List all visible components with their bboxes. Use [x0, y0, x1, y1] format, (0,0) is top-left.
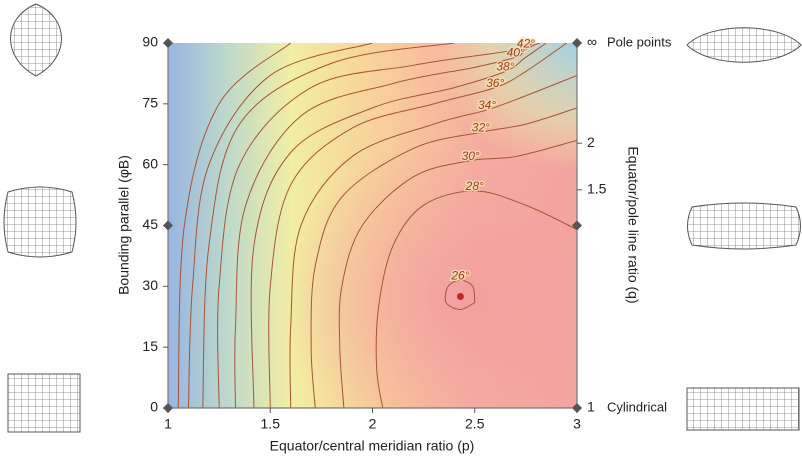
plot-area: 26° 28° 30° 32° 34° 36° 38°40°42° — [177, 35, 577, 408]
tick-diamond — [572, 220, 582, 231]
contour-line — [444, 279, 476, 310]
y2-tick-label: 1.5 — [587, 181, 607, 197]
y2-tick-label: 2 — [587, 134, 595, 150]
y2-tick-label: 1 — [587, 399, 595, 415]
x-tick-label: 3 — [573, 416, 581, 432]
x-tick-label: 1 — [164, 416, 172, 432]
x-tick-label: 2 — [369, 416, 377, 432]
annotation: Cylindrical — [607, 399, 667, 414]
projection-thumbnails — [3, 3, 802, 433]
x-tick-label: 1.5 — [261, 416, 281, 432]
contour-line — [187, 43, 373, 408]
contour-label: 36° — [486, 76, 504, 90]
contour-label: 40° — [507, 45, 525, 59]
heatmap — [168, 43, 577, 408]
contour-line — [268, 43, 568, 408]
tick-diamond — [163, 220, 173, 231]
contour-label: 26° — [450, 268, 469, 282]
y2-tick-label: ∞ — [587, 34, 597, 50]
minimum-point — [456, 292, 464, 300]
y-tick-label: 0 — [150, 399, 158, 415]
contours — [177, 43, 577, 408]
contour-line — [234, 43, 533, 408]
contour-line — [310, 107, 577, 408]
x-tick-label: 2.5 — [465, 416, 485, 432]
contour-line — [250, 43, 547, 408]
y2-axis-label: Equator/pole line ratio (q) — [625, 146, 641, 303]
y-tick-label: 75 — [142, 95, 158, 111]
y-tick-label: 45 — [142, 216, 158, 232]
y-tick-label: 15 — [142, 338, 158, 354]
contour-line — [338, 139, 577, 408]
contour-line — [202, 43, 455, 408]
annotation: Pole points — [607, 34, 672, 49]
contour-line — [177, 43, 292, 408]
contour-label: 32° — [472, 120, 490, 134]
contour-label: 28° — [465, 179, 484, 193]
contour-line — [375, 190, 577, 408]
contour-line — [289, 74, 577, 408]
contour-label: 30° — [462, 149, 480, 163]
y-tick-label: 60 — [142, 155, 158, 171]
x-axis-label: Equator/central meridian ratio (p) — [270, 438, 475, 454]
y-axis-label: Bounding parallel (φB) — [116, 155, 132, 295]
contour-label: 42° — [517, 36, 535, 50]
y-tick-label: 90 — [142, 34, 158, 50]
contour-label: 38° — [496, 60, 514, 74]
y-tick-label: 30 — [142, 277, 158, 293]
tick-diamond — [163, 38, 173, 48]
contour-label: 34° — [478, 98, 496, 112]
contour-line — [217, 43, 541, 408]
